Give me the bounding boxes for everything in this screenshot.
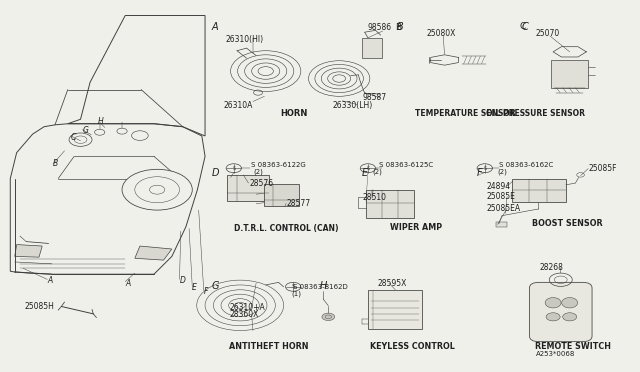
Ellipse shape xyxy=(546,313,560,321)
Text: G: G xyxy=(211,281,219,291)
Text: 25085EA: 25085EA xyxy=(486,204,520,213)
Text: D: D xyxy=(211,168,219,178)
Text: G: G xyxy=(83,126,88,135)
Bar xyxy=(264,184,299,206)
Text: C: C xyxy=(521,22,528,32)
Text: S 08363-6162C: S 08363-6162C xyxy=(499,162,553,168)
Text: 98587: 98587 xyxy=(363,93,387,102)
Text: (2): (2) xyxy=(497,169,508,175)
Bar xyxy=(495,222,507,227)
Bar xyxy=(368,290,422,329)
Polygon shape xyxy=(135,246,172,260)
Text: B: B xyxy=(397,22,403,32)
Text: D: D xyxy=(179,276,186,285)
Text: S: S xyxy=(292,284,295,289)
Bar xyxy=(551,60,588,88)
Circle shape xyxy=(322,313,335,321)
Text: (1): (1) xyxy=(291,290,301,297)
Text: 25085H: 25085H xyxy=(25,302,55,311)
FancyBboxPatch shape xyxy=(529,282,592,341)
Text: A: A xyxy=(47,276,52,285)
Text: HORN: HORN xyxy=(280,109,308,118)
Text: ANTITHEFT HORN: ANTITHEFT HORN xyxy=(229,341,309,350)
Text: 28360X: 28360X xyxy=(229,311,259,320)
Circle shape xyxy=(117,128,127,134)
Text: KEYLESS CONTROL: KEYLESS CONTROL xyxy=(370,341,454,350)
Text: 26310+A: 26310+A xyxy=(229,303,265,312)
Text: REMOTE SWITCH: REMOTE SWITCH xyxy=(534,341,611,350)
Text: E: E xyxy=(362,168,367,178)
Text: TEMPERATURE SENSOR: TEMPERATURE SENSOR xyxy=(415,109,515,118)
Text: 25085E: 25085E xyxy=(486,192,515,201)
Text: S: S xyxy=(232,166,236,171)
Ellipse shape xyxy=(563,313,577,321)
Text: A: A xyxy=(125,279,131,288)
Text: A: A xyxy=(211,22,218,32)
Text: 28576: 28576 xyxy=(250,179,274,187)
Bar xyxy=(362,38,382,58)
Text: BOOST SENSOR: BOOST SENSOR xyxy=(532,219,603,228)
Text: S: S xyxy=(366,166,369,171)
Text: D.T.R.L. CONTROL (CAN): D.T.R.L. CONTROL (CAN) xyxy=(234,224,339,233)
Text: A253*0068: A253*0068 xyxy=(536,350,575,356)
Text: E: E xyxy=(192,283,197,292)
Text: B: B xyxy=(396,23,401,32)
Text: F: F xyxy=(204,287,208,296)
Text: 26310A: 26310A xyxy=(223,101,253,110)
Bar xyxy=(227,175,269,201)
Circle shape xyxy=(132,131,148,140)
Bar xyxy=(511,179,566,202)
Text: 98586: 98586 xyxy=(368,23,392,32)
Text: H: H xyxy=(98,117,104,126)
Text: C: C xyxy=(71,133,76,142)
Text: 25070: 25070 xyxy=(536,29,560,38)
Text: 28268: 28268 xyxy=(539,263,563,272)
Text: (2): (2) xyxy=(253,169,263,175)
Circle shape xyxy=(95,129,105,135)
Text: 28595X: 28595X xyxy=(378,279,407,288)
Ellipse shape xyxy=(545,298,561,308)
Circle shape xyxy=(122,169,192,210)
Bar xyxy=(366,190,414,218)
Text: F: F xyxy=(476,168,482,178)
Text: (2): (2) xyxy=(372,169,382,175)
Text: 26310(HI): 26310(HI) xyxy=(225,35,264,44)
Text: 26330(LH): 26330(LH) xyxy=(333,101,373,110)
Text: S 08363-6125C: S 08363-6125C xyxy=(379,162,433,168)
Text: 28577: 28577 xyxy=(286,199,310,208)
Text: B: B xyxy=(53,159,58,168)
Text: OIL PRESSURE SENSOR: OIL PRESSURE SENSOR xyxy=(486,109,585,118)
Text: S 08363-8162D: S 08363-8162D xyxy=(293,284,348,290)
Text: C: C xyxy=(519,22,525,31)
Ellipse shape xyxy=(562,298,578,308)
Text: S: S xyxy=(483,166,486,171)
Text: 28510: 28510 xyxy=(363,193,387,202)
Text: S 08363-6122G: S 08363-6122G xyxy=(251,162,306,168)
Text: 25080X: 25080X xyxy=(426,29,456,38)
Polygon shape xyxy=(15,244,42,257)
Circle shape xyxy=(69,133,92,146)
Text: 25085F: 25085F xyxy=(588,164,617,173)
Text: H: H xyxy=(320,281,328,291)
Text: WIPER AMP: WIPER AMP xyxy=(390,223,442,232)
Text: 24894: 24894 xyxy=(486,182,510,190)
